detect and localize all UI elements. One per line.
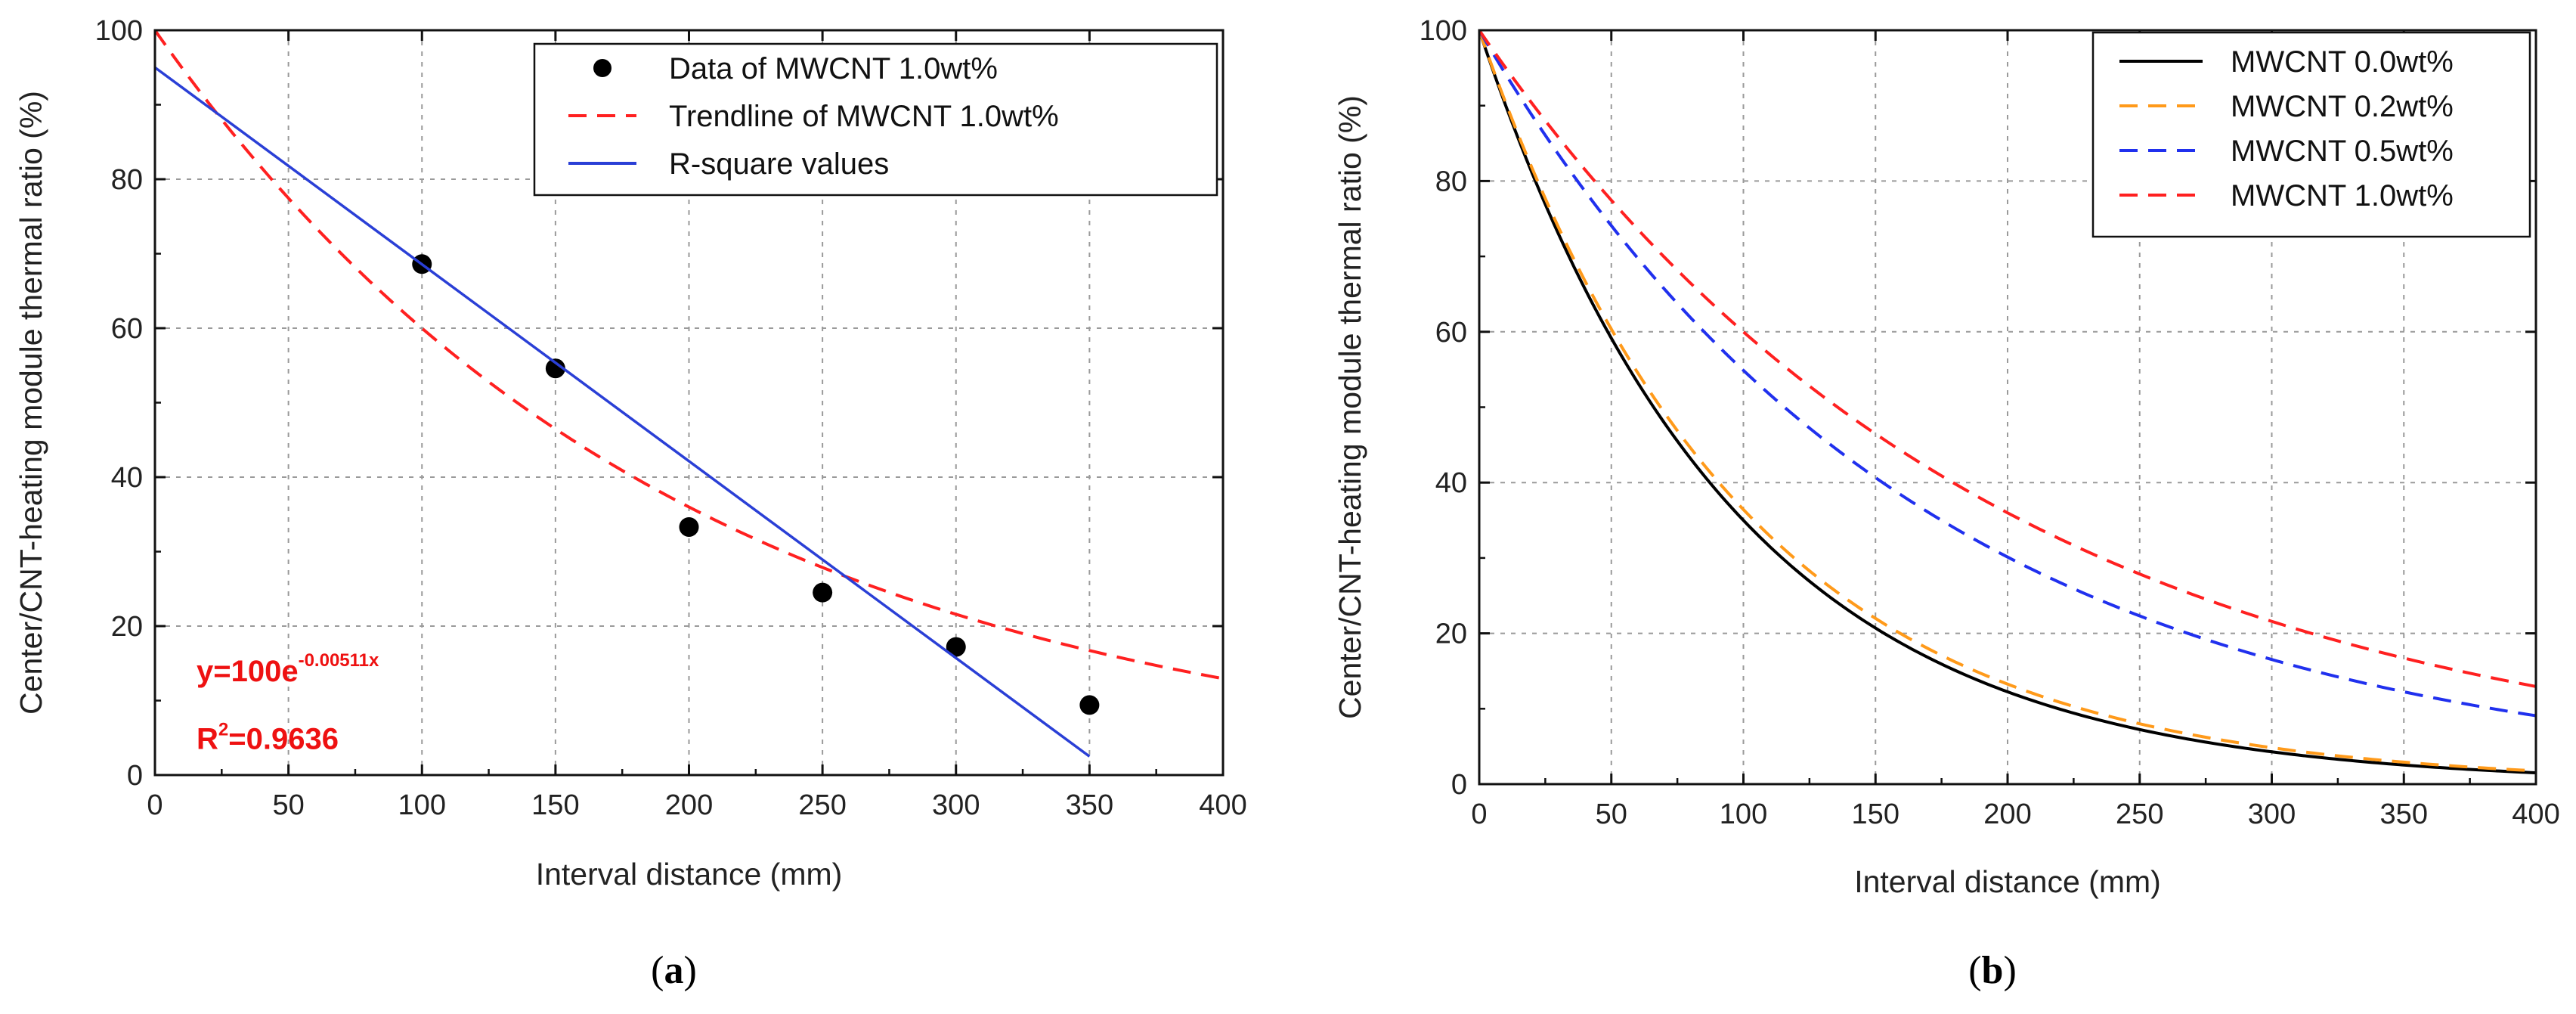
x-tick-label: 350 — [1066, 789, 1113, 821]
series-curve-0 — [1479, 30, 2536, 775]
r-squared-power: 2 — [218, 720, 228, 740]
x-tick-label: 400 — [1199, 789, 1246, 821]
x-tick-label: 200 — [665, 789, 713, 821]
x-tick-label: 300 — [2248, 798, 2296, 830]
x-tick-label: 400 — [2512, 798, 2559, 830]
y-tick-label: 40 — [111, 462, 143, 494]
y-tick-label: 80 — [111, 164, 143, 196]
chart-panel-a: 0 50 100 150 200 250 300 350 400 0 20 40 60 80 100 Inte… — [14, 15, 1247, 992]
y-tick-label: 60 — [1435, 317, 1467, 349]
legend: MWCNT 0.0wt% MWCNT 0.2wt% MWCNT 0.5wt% MWCN… — [2091, 31, 2531, 238]
legend-box — [533, 42, 1218, 197]
y-tick-label: 100 — [95, 15, 143, 47]
panel-letter: b — [1982, 949, 2004, 992]
plot-area — [155, 30, 1223, 758]
legend-label: Data of MWCNT 1.0wt% — [669, 52, 998, 85]
x-tick-label: 150 — [1852, 798, 1899, 830]
legend-label: MWCNT 1.0wt% — [2231, 179, 2454, 212]
y-tick-label: 80 — [1435, 166, 1467, 197]
r-squared-value: =0.9636 — [228, 723, 339, 756]
series-curve-1 — [1479, 30, 2536, 773]
data-point — [1079, 695, 1100, 715]
series-curve-2 — [1479, 30, 2536, 718]
equation-exponent: -0.00511x — [299, 650, 379, 671]
data-point — [545, 358, 565, 379]
legend-marker — [593, 59, 611, 77]
y-tick-label: 0 — [1451, 769, 1467, 801]
x-axis-title: Interval distance (mm) — [536, 857, 843, 892]
x-tick-label: 100 — [398, 789, 446, 821]
y-tick-label: 40 — [1435, 467, 1467, 499]
x-tick-label: 250 — [2116, 798, 2163, 830]
x-tick-label: 200 — [1983, 798, 2031, 830]
panel-label: (b) — [1968, 949, 2017, 992]
data-point — [946, 637, 966, 657]
r-squared-text: R2=0.9636 — [197, 720, 339, 756]
x-tick-label: 350 — [2380, 798, 2428, 830]
data-point — [813, 582, 833, 603]
x-tick-label: 0 — [1471, 798, 1487, 830]
plot-area — [1479, 30, 2536, 775]
y-tick-label: 20 — [111, 611, 143, 643]
legend: Data of MWCNT 1.0wt% Trendline of MWCNT 1… — [533, 42, 1218, 197]
legend-label: MWCNT 0.2wt% — [2231, 90, 2454, 123]
x-tick-label: 300 — [932, 789, 980, 821]
x-tick-label: 50 — [1596, 798, 1627, 830]
legend-label: MWCNT 0.0wt% — [2231, 45, 2454, 79]
y-tick-label: 0 — [127, 760, 143, 792]
y-tick-label: 60 — [111, 313, 143, 345]
legend-box — [2091, 31, 2531, 238]
x-tick-label: 150 — [531, 789, 579, 821]
panel-letter: a — [664, 949, 684, 992]
y-tick-label: 20 — [1435, 619, 1467, 650]
legend-label: MWCNT 0.5wt% — [2231, 135, 2454, 168]
x-axis-title: Interval distance (mm) — [1854, 864, 2161, 899]
series-line-2 — [155, 66, 1091, 758]
x-tick-label: 100 — [1720, 798, 1767, 830]
chart-panel-b: 0 50 100 150 200 250 300 350 400 0 20 40 60 80 100 Inte… — [1333, 15, 2560, 992]
x-tick-label: 0 — [147, 789, 163, 821]
data-point — [679, 516, 699, 537]
series-curve-1 — [155, 30, 1223, 681]
legend-label: Trendline of MWCNT 1.0wt% — [669, 100, 1059, 133]
legend-label: R-square values — [669, 147, 889, 181]
panel-label: (a) — [651, 949, 697, 992]
y-tick-label: 100 — [1420, 15, 1467, 47]
equation-text: y=100e-0.00511x — [197, 650, 379, 688]
series-curve-3 — [1479, 30, 2536, 688]
x-tick-label: 50 — [272, 789, 304, 821]
x-tick-label: 250 — [798, 789, 846, 821]
y-axis-title: Center/CNT-heating module thermal ratio … — [14, 91, 48, 715]
y-axis-title: Center/CNT-heating module thermal ratio … — [1333, 95, 1367, 719]
